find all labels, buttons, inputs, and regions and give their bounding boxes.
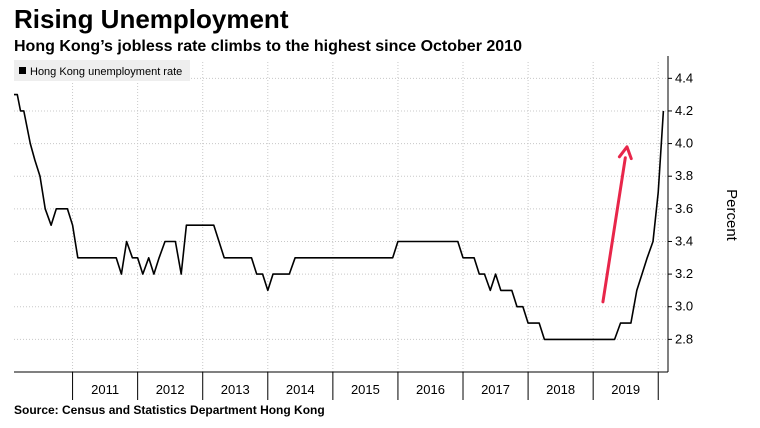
source-note: Source: Census and Statistics Department…: [14, 403, 325, 417]
chart-title: Rising Unemployment: [14, 4, 289, 34]
x-tick-label: 2019: [611, 382, 640, 397]
y-tick-label: 4.0: [675, 136, 693, 151]
x-tick-label: 2013: [221, 382, 250, 397]
legend-label: Hong Kong unemployment rate: [30, 66, 182, 78]
y-tick-label: 4.2: [675, 103, 693, 118]
x-tick-label: 2016: [416, 382, 445, 397]
y-tick-label: 3.0: [675, 299, 693, 314]
data-layer: [14, 93, 665, 341]
y-tick-label: 3.8: [675, 168, 693, 183]
y-tick-label: 3.4: [675, 233, 693, 248]
y-tick-label: 4.4: [675, 70, 693, 85]
x-tick-label: 2015: [351, 382, 380, 397]
legend-background: [14, 60, 190, 81]
y-tick-label: 2.8: [675, 331, 693, 346]
trend-arrow-head: [617, 145, 633, 161]
y-tick-label: 3.6: [675, 201, 693, 216]
y-tick-label: 3.2: [675, 266, 693, 281]
gridlines: [14, 62, 668, 372]
axes: 2.8 3.0 3.2 3.4 3.6 3.8 4.0 4.2 4.4 2011 2012 2013 2…: [14, 56, 693, 400]
y-axis-title: Percent: [723, 189, 740, 242]
x-tick-label: 2017: [481, 382, 510, 397]
x-tick-label: 2014: [286, 382, 315, 397]
series-line-unemployment: [14, 93, 665, 341]
x-tick-label: 2011: [91, 382, 119, 397]
x-tick-label: 2012: [156, 382, 185, 397]
annotations: [601, 145, 633, 304]
chart-subtitle: Hong Kong’s jobless rate climbs to the h…: [14, 38, 522, 55]
legend: Hong Kong unemployment rate: [14, 60, 190, 81]
x-tick-label: 2018: [546, 382, 575, 397]
legend-swatch: [19, 67, 26, 74]
trend-arrow-shaft: [601, 156, 627, 304]
